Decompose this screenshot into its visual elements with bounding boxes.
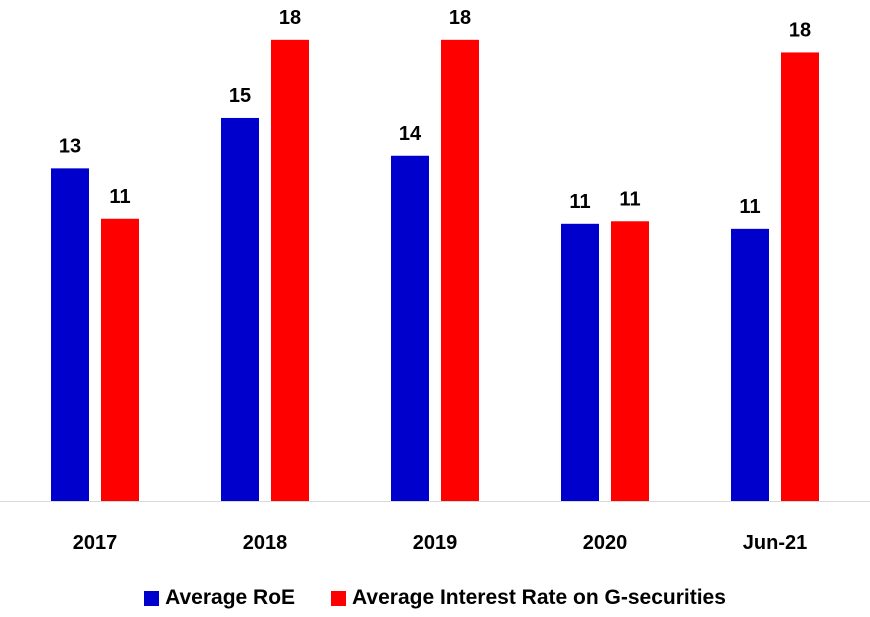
category-label-2020: 2020 <box>583 532 628 554</box>
data-label-average-roe-2019: 14 <box>399 123 422 145</box>
data-labels-group: 13 11 15 18 14 18 11 11 11 18 <box>59 7 811 218</box>
bar-average-interest-rate-on-g-securities-2020 <box>611 221 649 501</box>
category-label-2018: 2018 <box>243 532 288 554</box>
bar-average-roe-2019 <box>391 155 429 501</box>
data-label-average-interest-rate-on-g-securities-2020: 11 <box>619 188 640 210</box>
bar-average-roe-2020 <box>561 223 599 502</box>
legend-swatch-average-interest-rate <box>331 590 347 606</box>
legend-label-average-interest-rate: Average Interest Rate on G-securities <box>352 586 726 609</box>
data-label-average-interest-rate-on-g-securities-2019: 18 <box>449 7 471 29</box>
category-label-jun-21: Jun-21 <box>743 532 807 554</box>
legend-item-average-roe: Average RoE <box>144 586 295 610</box>
legend-label-average-roe: Average RoE <box>165 586 296 609</box>
data-label-average-interest-rate-on-g-securities-2017: 11 <box>109 186 130 208</box>
bar-average-interest-rate-on-g-securities-jun-21 <box>781 52 819 501</box>
data-label-average-roe-jun-21: 11 <box>739 196 760 218</box>
bar-average-interest-rate-on-g-securities-2018 <box>271 39 309 502</box>
legend-item-average-interest-rate: Average Interest Rate on G-securities <box>331 586 726 610</box>
category-label-2017: 2017 <box>73 532 118 554</box>
bar-average-roe-2018 <box>221 117 259 502</box>
bar-average-roe-2017 <box>51 168 89 502</box>
bars-group <box>51 39 819 502</box>
bar-average-roe-jun-21 <box>731 228 769 501</box>
data-label-average-interest-rate-on-g-securities-jun-21: 18 <box>789 19 811 41</box>
category-labels-group: 2017 2018 2019 2020 Jun-21 <box>73 532 807 554</box>
bar-average-interest-rate-on-g-securities-2019 <box>441 39 479 502</box>
data-label-average-interest-rate-on-g-securities-2018: 18 <box>279 7 301 29</box>
data-label-average-roe-2017: 13 <box>59 135 81 157</box>
data-label-average-roe-2018: 15 <box>229 85 251 107</box>
legend-swatch-average-roe <box>144 590 160 606</box>
data-label-average-roe-2020: 11 <box>569 191 590 213</box>
category-label-2019: 2019 <box>413 532 458 554</box>
legend: Average RoE Average Interest Rate on G-s… <box>0 586 870 610</box>
bar-average-interest-rate-on-g-securities-2017 <box>101 218 139 501</box>
